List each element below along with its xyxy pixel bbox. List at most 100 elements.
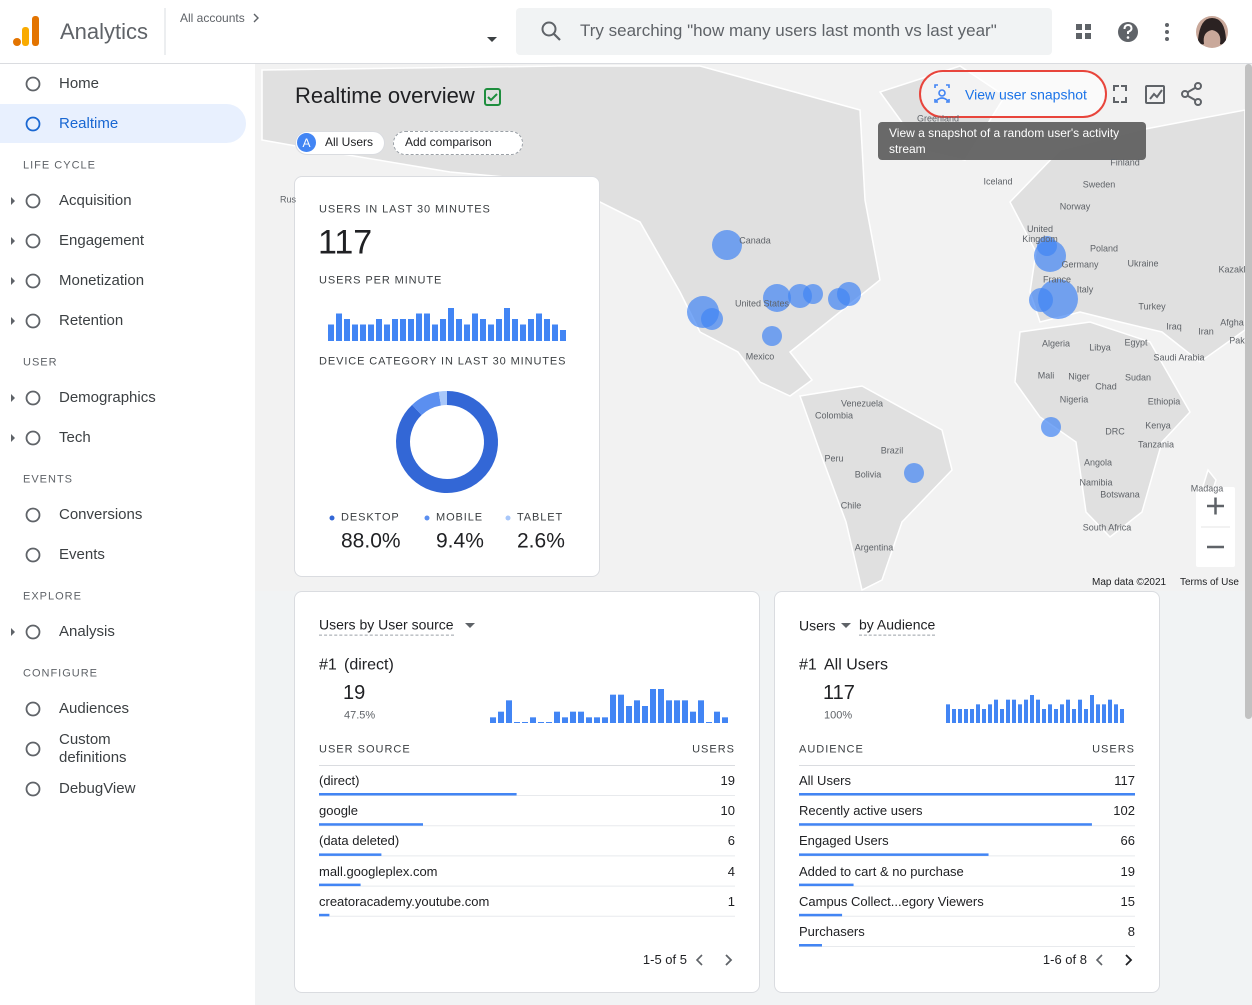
map-terms[interactable]: Terms of Use bbox=[1180, 577, 1239, 588]
tooltip bbox=[878, 122, 1146, 160]
row-value: 117 bbox=[1114, 773, 1135, 789]
map-label: Ethiopia bbox=[1147, 396, 1181, 407]
top-share: 100% bbox=[824, 709, 853, 722]
page-title: Realtime overview bbox=[295, 82, 475, 108]
scrollbar[interactable] bbox=[1245, 64, 1252, 719]
zoom-control[interactable] bbox=[1196, 487, 1235, 567]
nav-item[interactable]: Home bbox=[59, 75, 100, 92]
sidebar bbox=[0, 64, 255, 1005]
nav-item[interactable]: Custom definitions bbox=[59, 731, 127, 766]
map-label: Italy bbox=[1076, 284, 1094, 295]
map-toolbar-icons[interactable] bbox=[1113, 82, 1202, 106]
map-label: Turkey bbox=[1138, 301, 1166, 312]
card-heading: DEVICE CATEGORY IN LAST 30 MINUTES bbox=[319, 355, 567, 368]
map-label: Iraq bbox=[1166, 321, 1182, 332]
map-label: Venezuela bbox=[840, 398, 884, 409]
row-label[interactable]: google bbox=[319, 803, 359, 819]
pagination: 1-6 of 8 bbox=[1042, 952, 1087, 968]
nav-item[interactable]: Tech bbox=[59, 429, 91, 446]
map-label: Canada bbox=[739, 235, 771, 246]
map-label: Algeria bbox=[1041, 338, 1071, 349]
row-value: 6 bbox=[727, 833, 735, 849]
top-value: 19 bbox=[343, 682, 366, 704]
nav-item[interactable]: DebugView bbox=[59, 780, 136, 797]
map-label: United Kingdom bbox=[1022, 224, 1058, 244]
row-label[interactable]: mall.googleplex.com bbox=[319, 863, 438, 879]
map-label: Mali bbox=[1037, 370, 1055, 381]
map-label: Saudi Arabia bbox=[1153, 352, 1205, 363]
map-label: Iran bbox=[1198, 326, 1214, 337]
nav-item[interactable]: Retention bbox=[59, 312, 124, 329]
row-label[interactable]: (direct) bbox=[319, 773, 360, 789]
audience-card bbox=[774, 591, 1160, 993]
row-label[interactable]: Engaged Users bbox=[799, 833, 889, 849]
legend-label: DESKTOP bbox=[341, 511, 400, 524]
map-label: Kazakl bbox=[1218, 264, 1246, 275]
nav-section-title: LIFE CYCLE bbox=[23, 159, 96, 172]
row-label[interactable]: Added to cart & no purchase bbox=[799, 863, 964, 879]
header-graphics bbox=[13, 8, 1228, 55]
header bbox=[0, 0, 1252, 64]
nav-item[interactable]: Acquisition bbox=[59, 192, 132, 209]
nav-item[interactable]: Audiences bbox=[59, 700, 130, 717]
legend-value: 88.0% bbox=[341, 529, 401, 553]
nav-item[interactable]: Events bbox=[59, 546, 105, 563]
map-label: Colombia bbox=[814, 410, 854, 421]
row-label[interactable]: All Users bbox=[799, 773, 852, 789]
nav-item[interactable]: Engagement bbox=[59, 232, 145, 249]
nav-item[interactable]: Analysis bbox=[59, 623, 115, 640]
nav-selected bbox=[0, 104, 246, 143]
nav-item[interactable]: Conversions bbox=[59, 506, 143, 523]
snapshot-icon bbox=[934, 84, 950, 103]
column-header: USER SOURCE bbox=[319, 743, 411, 756]
map-label: Egypt bbox=[1124, 337, 1148, 348]
user-source-card bbox=[294, 591, 760, 993]
snapshot-button[interactable]: View user snapshot bbox=[965, 86, 1087, 103]
map-label: Argentina bbox=[854, 542, 894, 553]
row-label[interactable]: (data deleted) bbox=[319, 833, 400, 849]
nav-item[interactable]: Monetization bbox=[59, 272, 145, 289]
map-label: Iceland bbox=[983, 176, 1013, 187]
top-name: (direct) bbox=[344, 656, 394, 674]
title-check bbox=[484, 88, 501, 106]
map-label: Nigeria bbox=[1059, 394, 1089, 405]
map-label: Madaga bbox=[1190, 483, 1224, 494]
map-label: Libya bbox=[1089, 342, 1111, 353]
map-label: Peru bbox=[824, 453, 844, 464]
nav-section-title: EXPLORE bbox=[23, 590, 82, 603]
summary-card bbox=[294, 176, 600, 577]
row-label[interactable]: Purchasers bbox=[799, 924, 865, 940]
top-name: All Users bbox=[824, 656, 889, 674]
dimension-selector[interactable]: by Audience bbox=[859, 617, 936, 636]
map-label: Poland bbox=[1089, 243, 1119, 254]
metric-selector[interactable]: Users bbox=[799, 617, 836, 634]
row-label[interactable]: Campus Collect...egory Viewers bbox=[799, 894, 984, 909]
map-label: Norway bbox=[1059, 201, 1091, 212]
search-placeholder[interactable]: Try searching "how many users last month… bbox=[580, 20, 997, 40]
row-label[interactable]: creatoracademy.youtube.com bbox=[319, 894, 490, 909]
nav-item[interactable]: Realtime bbox=[59, 115, 119, 132]
map-label: Chile bbox=[840, 500, 862, 511]
map-label: Chad bbox=[1095, 381, 1117, 392]
map-label: Ukraine bbox=[1127, 258, 1159, 269]
chip-letter: A bbox=[302, 135, 311, 150]
row-label[interactable]: Recently active users bbox=[799, 803, 923, 819]
add-comparison-chip[interactable] bbox=[393, 131, 523, 155]
map-label: Rus bbox=[279, 194, 297, 205]
map-label: Botswana bbox=[1100, 489, 1140, 500]
breadcrumb[interactable]: All accounts bbox=[180, 10, 245, 25]
legend-label: TABLET bbox=[517, 511, 564, 524]
tooltip-text: View a snapshot of a random user's activ… bbox=[889, 126, 1120, 156]
metric-selector[interactable]: Users by User source bbox=[319, 617, 454, 636]
add-comparison[interactable]: Add comparison bbox=[405, 134, 492, 149]
map-label: Sweden bbox=[1082, 179, 1116, 190]
map-label: Afgha bbox=[1220, 317, 1244, 328]
nav-item[interactable]: Demographics bbox=[59, 389, 156, 406]
row-value: 8 bbox=[1127, 924, 1135, 940]
top-rank: #1 bbox=[799, 656, 817, 674]
row-value: 4 bbox=[727, 863, 735, 879]
chip-label[interactable]: All Users bbox=[325, 134, 374, 149]
row-value: 66 bbox=[1120, 833, 1135, 849]
map-label: Brazil bbox=[880, 445, 904, 456]
row-value: 1 bbox=[727, 894, 735, 909]
